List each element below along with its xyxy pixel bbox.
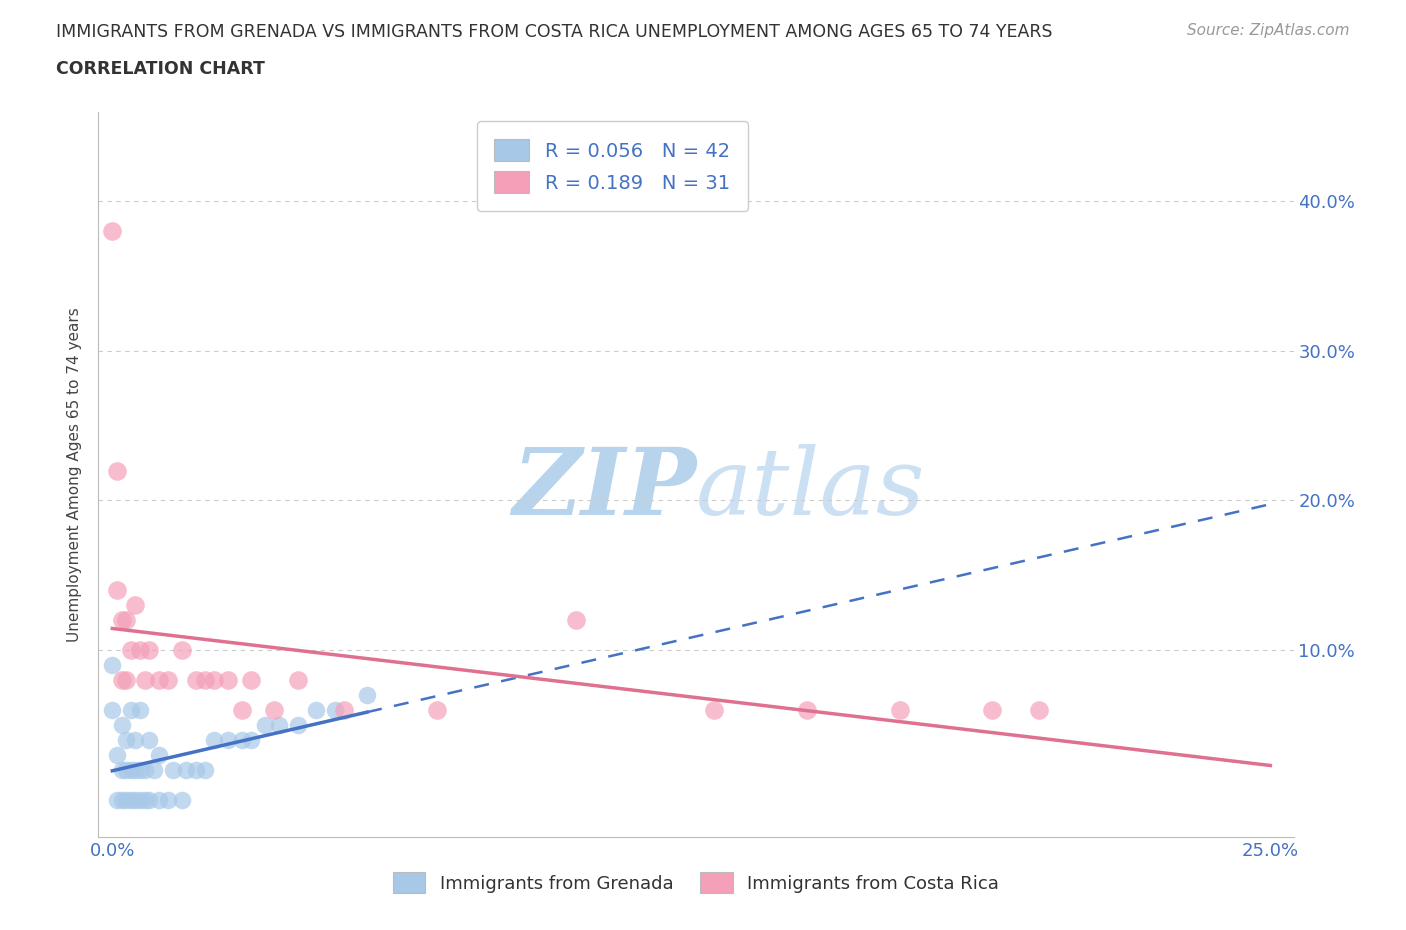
Legend: Immigrants from Grenada, Immigrants from Costa Rica: Immigrants from Grenada, Immigrants from… [385, 865, 1007, 900]
Point [240, 732, 263, 747]
Point [134, 792, 156, 807]
Point [156, 672, 179, 687]
Point [194, 672, 217, 687]
Point [101, 224, 124, 239]
Point [217, 732, 239, 747]
Point [110, 672, 132, 687]
Point [148, 672, 170, 687]
Point [120, 643, 142, 658]
Point [287, 717, 309, 732]
Point [703, 702, 725, 717]
Point [194, 763, 217, 777]
Point [124, 598, 146, 613]
Point [981, 702, 1004, 717]
Point [138, 643, 160, 658]
Point [184, 763, 207, 777]
Point [231, 732, 253, 747]
Point [115, 613, 138, 628]
Point [115, 763, 138, 777]
Point [426, 702, 449, 717]
Point [267, 717, 290, 732]
Point [110, 792, 132, 807]
Point [305, 702, 328, 717]
Point [105, 583, 128, 598]
Point [254, 717, 277, 732]
Point [129, 792, 152, 807]
Point [134, 672, 156, 687]
Text: atlas: atlas [696, 444, 925, 534]
Point [323, 702, 346, 717]
Point [129, 763, 152, 777]
Point [170, 792, 193, 807]
Point [120, 702, 142, 717]
Point [202, 732, 225, 747]
Point [101, 658, 124, 672]
Point [110, 717, 132, 732]
Point [148, 792, 170, 807]
Point [143, 763, 166, 777]
Point [240, 672, 263, 687]
Point [124, 763, 146, 777]
Point [129, 702, 152, 717]
Point [217, 672, 239, 687]
Point [202, 672, 225, 687]
Point [564, 613, 586, 628]
Point [110, 763, 132, 777]
Point [184, 672, 207, 687]
Point [105, 792, 128, 807]
Point [263, 702, 285, 717]
Point [138, 792, 160, 807]
Point [1028, 702, 1050, 717]
Point [124, 732, 146, 747]
Point [101, 702, 124, 717]
Point [170, 643, 193, 658]
Text: IMMIGRANTS FROM GRENADA VS IMMIGRANTS FROM COSTA RICA UNEMPLOYMENT AMONG AGES 65: IMMIGRANTS FROM GRENADA VS IMMIGRANTS FR… [56, 23, 1053, 41]
Point [148, 748, 170, 763]
Point [176, 763, 198, 777]
Point [287, 672, 309, 687]
Point [796, 702, 818, 717]
Text: CORRELATION CHART: CORRELATION CHART [56, 60, 266, 78]
Point [115, 792, 138, 807]
Point [115, 732, 138, 747]
Point [124, 792, 146, 807]
Text: ZIP: ZIP [512, 444, 696, 534]
Point [115, 672, 138, 687]
Point [120, 763, 142, 777]
Point [356, 687, 378, 702]
Point [105, 748, 128, 763]
Point [156, 792, 179, 807]
Point [120, 792, 142, 807]
Point [231, 702, 253, 717]
Point [889, 702, 911, 717]
Point [129, 643, 152, 658]
Point [138, 732, 160, 747]
Text: Source: ZipAtlas.com: Source: ZipAtlas.com [1187, 23, 1350, 38]
Point [333, 702, 356, 717]
Point [110, 613, 132, 628]
Point [162, 763, 184, 777]
Point [105, 463, 128, 478]
Point [134, 763, 156, 777]
Y-axis label: Unemployment Among Ages 65 to 74 years: Unemployment Among Ages 65 to 74 years [67, 307, 83, 642]
